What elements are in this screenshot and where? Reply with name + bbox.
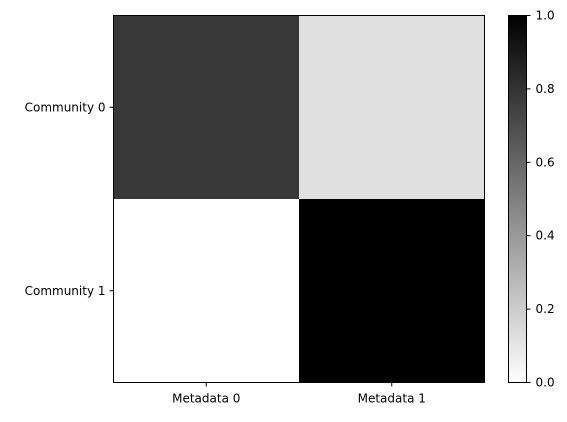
colorbar-tick-label: 0.0 <box>536 376 555 390</box>
x-tick-label: Metadata 1 <box>358 392 426 406</box>
y-tick-label: Community 1 <box>25 284 106 298</box>
colorbar-tick-label: 1.0 <box>536 9 555 23</box>
colorbar-tick-label: 0.6 <box>536 155 555 169</box>
heatmap-cell-r0-c0 <box>113 15 300 200</box>
y-axis: Community 0 Community 1 <box>25 100 114 298</box>
colorbar-tick-label: 0.4 <box>536 229 555 243</box>
colorbar-axis: 0.0 0.2 0.4 0.6 0.8 1.0 <box>526 9 555 390</box>
colorbar-tick-label: 0.8 <box>536 82 555 96</box>
y-tick-label: Community 0 <box>25 100 106 114</box>
plot-frame <box>113 15 485 383</box>
x-axis: Metadata 0 Metadata 1 <box>172 382 426 406</box>
heatmap-cell-r0-c1 <box>299 15 485 200</box>
colorbar <box>508 15 527 383</box>
heatmap-cell-r1-c1 <box>299 199 485 383</box>
x-tick-label: Metadata 0 <box>172 392 240 406</box>
heatmap-cell-r1-c0 <box>113 199 300 383</box>
heatmap-cells <box>113 15 485 383</box>
colorbar-tick-label: 0.2 <box>536 302 555 316</box>
